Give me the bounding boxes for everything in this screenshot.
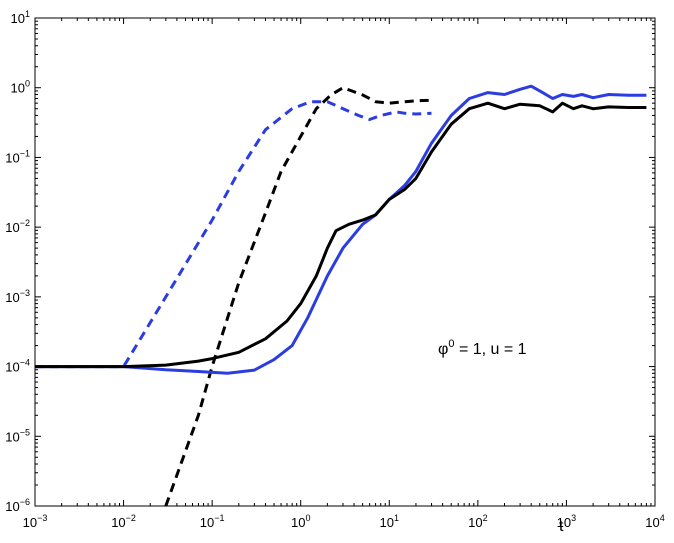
x-tick-label: 10−2 [111, 513, 136, 530]
x-tick-label: 103 [557, 513, 576, 530]
y-tick-label: 10−1 [5, 148, 30, 165]
series-line-4 [35, 101, 647, 369]
annotation-sup: 0 [448, 338, 454, 350]
y-tick-label: 100 [11, 79, 30, 96]
y-tick-label: 10−3 [5, 288, 30, 305]
y-tick-label: 101 [11, 9, 30, 26]
series-line-3 [35, 84, 647, 375]
x-tick-label: 10−1 [200, 513, 225, 530]
annotation-rest: = 1, u = 1 [455, 341, 527, 358]
y-tick-label: 10−5 [5, 427, 30, 444]
x-axis-label: t [559, 518, 564, 535]
series-layer [35, 84, 647, 507]
x-tick-label: 100 [291, 513, 310, 530]
annotation-symbol: φ [438, 341, 448, 358]
x-tick-label: 102 [468, 513, 487, 530]
labels-layer: 10−3 10−2 10−1 100 101 102 103 104 10−6 10−5 10−4 1… [5, 9, 664, 530]
y-tick-label: 10−2 [5, 218, 30, 235]
y-tick-label: 10−6 [5, 497, 30, 514]
annotation-text: φ0 = 1, u = 1 [438, 338, 527, 358]
plot-area [35, 18, 655, 506]
x-tick-label: 104 [645, 513, 664, 530]
y-tick-label: 10−4 [5, 358, 30, 375]
plot-frame [34, 17, 656, 507]
series-line-1 [35, 100, 432, 369]
x-tick-label: 101 [380, 513, 399, 530]
x-tick-label: 10−3 [23, 513, 48, 530]
series-line-2 [164, 86, 432, 507]
